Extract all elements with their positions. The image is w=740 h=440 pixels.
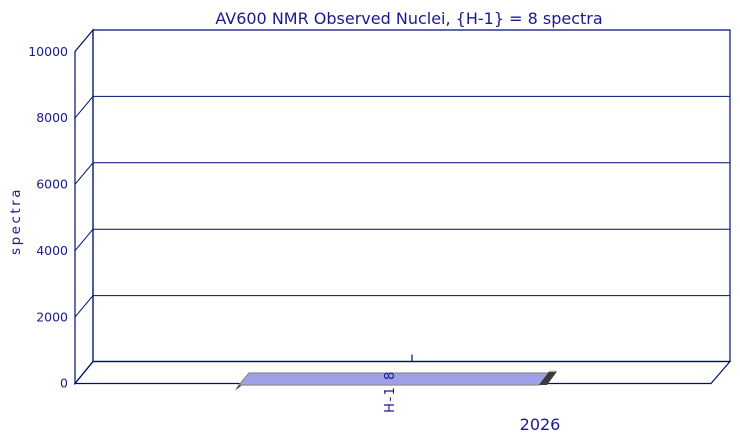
chart-title: AV600 NMR Observed Nuclei, {H-1} = 8 spe… [215,9,602,28]
bar-left-shadow [235,384,243,391]
sidewall-gridline-6000 [74,162,94,185]
y-tick-label-8000: 8000 [36,110,68,125]
plot-floor [73,360,732,385]
sidewall-gridline-4000 [74,228,94,252]
y-tick-label-4000: 4000 [36,243,68,258]
bar-right-end-cap [539,371,557,385]
y-tick-label-2000: 2000 [36,310,68,325]
x-axis-year-label: 2026 [520,415,561,434]
y-tick-label-10000: 10000 [28,44,68,59]
sidewall-gridline-8000 [74,96,94,119]
bar-value-label: H-1 8 [383,370,398,413]
plot-back-wall [92,29,731,363]
y-tick-label-6000: 6000 [36,177,68,192]
plot-side-wall [74,28,94,386]
y-tick-label-0: 0 [60,376,68,391]
y-axis-label: spectra [8,187,24,255]
sidewall-gridline-2000 [74,295,94,318]
